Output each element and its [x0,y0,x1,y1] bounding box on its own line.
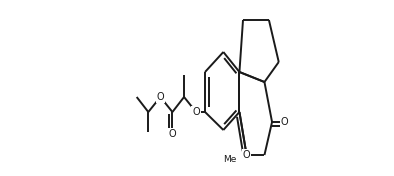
Text: O: O [243,150,251,160]
Text: Me: Me [223,156,236,165]
Text: O: O [169,129,176,139]
Text: O: O [281,117,288,127]
Text: O: O [192,107,200,117]
Text: O: O [156,92,164,102]
